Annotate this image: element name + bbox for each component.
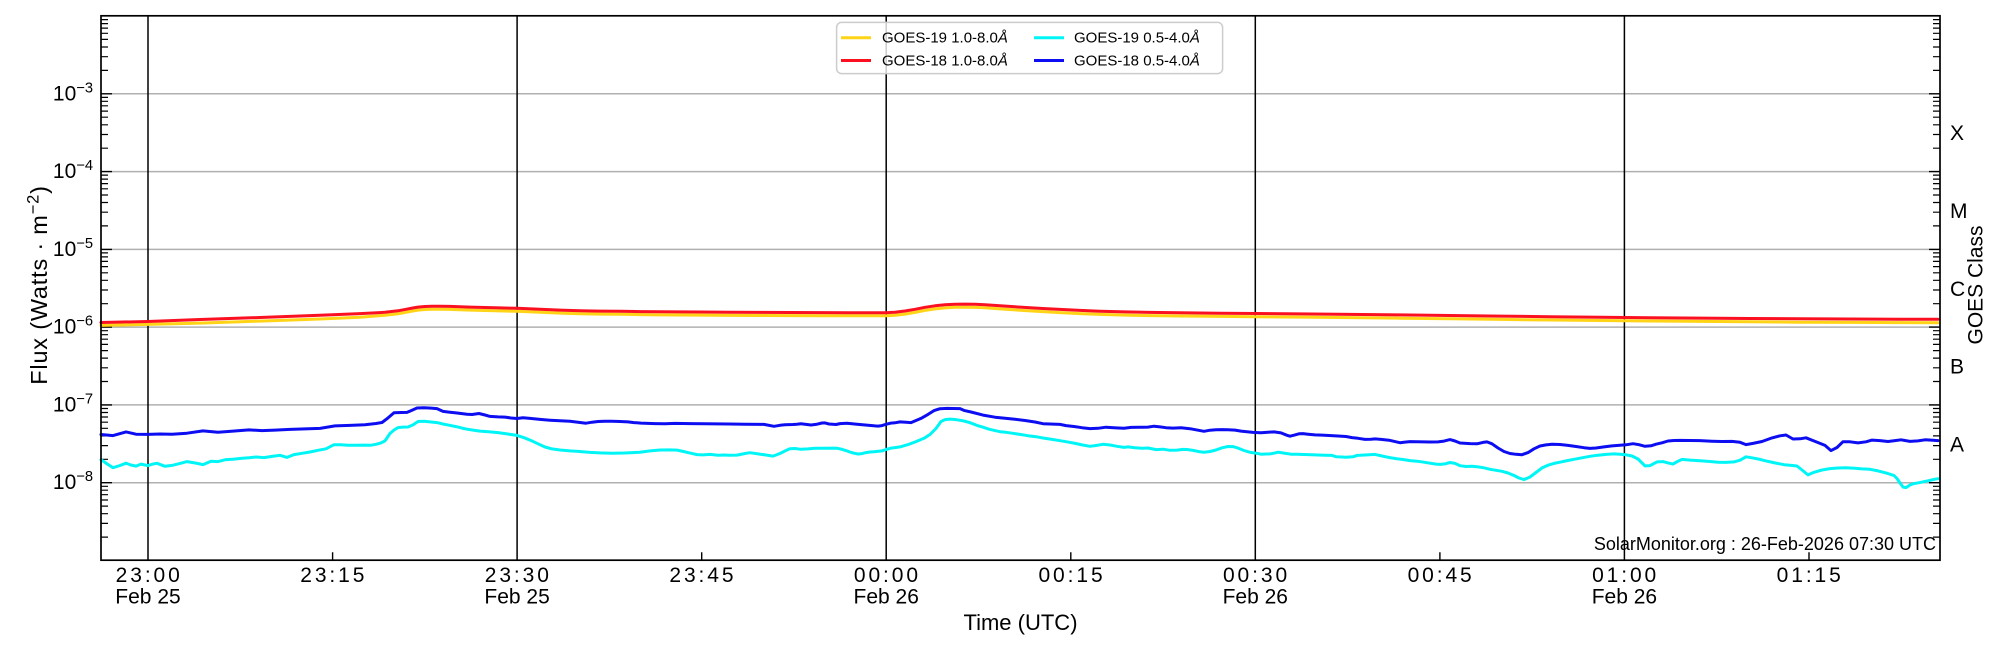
- svg-text:01:15: 01:15: [1777, 564, 1844, 587]
- svg-text:M: M: [1950, 200, 1968, 223]
- svg-text:GOES-18 1.0-8.0Å: GOES-18 1.0-8.0Å: [882, 52, 1008, 69]
- svg-text:10−4: 10−4: [53, 158, 93, 183]
- svg-text:Feb 26: Feb 26: [854, 586, 919, 609]
- svg-text:00:45: 00:45: [1408, 564, 1475, 587]
- svg-text:23:15: 23:15: [300, 564, 367, 587]
- svg-text:SolarMonitor.org : 26-Feb-2026: SolarMonitor.org : 26-Feb-2026 07:30 UTC: [1594, 534, 1936, 554]
- svg-text:10−5: 10−5: [53, 236, 93, 261]
- svg-text:Feb 26: Feb 26: [1223, 586, 1288, 609]
- svg-text:00:00: 00:00: [854, 564, 921, 587]
- svg-text:Feb 25: Feb 25: [115, 586, 180, 609]
- svg-text:23:30: 23:30: [485, 564, 552, 587]
- svg-text:00:15: 00:15: [1038, 564, 1105, 587]
- svg-text:A: A: [1950, 433, 1964, 456]
- svg-text:B: B: [1950, 356, 1964, 379]
- svg-text:00:30: 00:30: [1223, 564, 1290, 587]
- svg-text:10−8: 10−8: [53, 469, 93, 494]
- svg-text:GOES-19 1.0-8.0Å: GOES-19 1.0-8.0Å: [882, 30, 1008, 47]
- svg-text:23:00: 23:00: [116, 564, 183, 587]
- svg-text:01:00: 01:00: [1592, 564, 1659, 587]
- svg-text:C: C: [1950, 278, 1965, 301]
- svg-text:10−6: 10−6: [53, 314, 93, 339]
- svg-text:Flux (Watts · m−2): Flux (Watts · m−2): [25, 185, 53, 384]
- svg-text:Feb 25: Feb 25: [484, 586, 549, 609]
- svg-text:GOES-19 0.5-4.0Å: GOES-19 0.5-4.0Å: [1074, 30, 1200, 47]
- svg-text:GOES Class: GOES Class: [1965, 225, 1988, 344]
- svg-text:10−3: 10−3: [53, 80, 93, 105]
- svg-text:X: X: [1950, 122, 1964, 145]
- svg-text:Feb 26: Feb 26: [1592, 586, 1657, 609]
- svg-text:Time (UTC): Time (UTC): [963, 610, 1077, 635]
- svg-text:10−7: 10−7: [53, 391, 93, 416]
- svg-text:GOES-18 0.5-4.0Å: GOES-18 0.5-4.0Å: [1074, 52, 1200, 69]
- svg-text:23:45: 23:45: [669, 564, 736, 587]
